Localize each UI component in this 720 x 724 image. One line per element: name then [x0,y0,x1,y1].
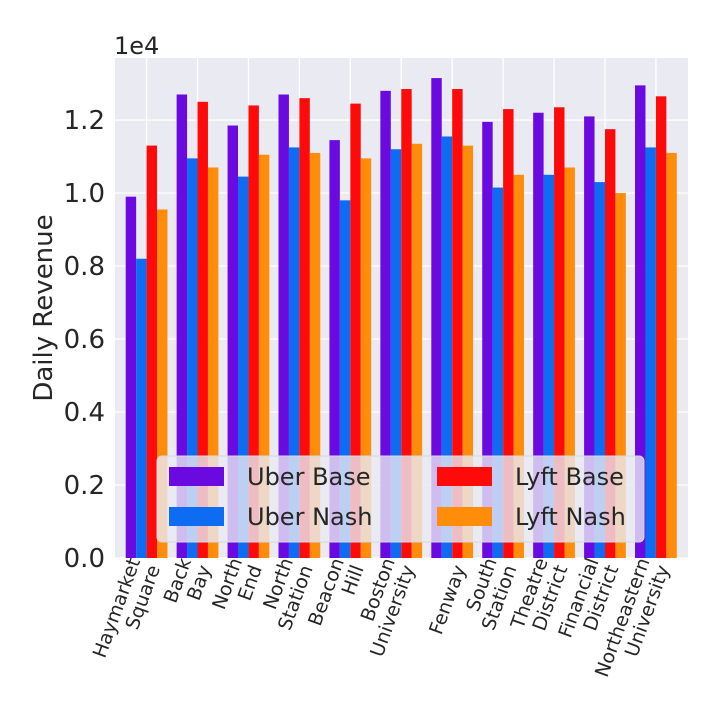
bar [635,85,646,559]
bar [187,158,198,558]
bar [431,78,442,558]
bar [482,121,493,558]
bar [176,94,188,559]
bar [125,196,137,558]
bar [615,193,626,558]
legend-label: Lyft Base [515,463,624,491]
legend: Uber Base Uber Nash Lyft Base Lyft Nash [156,455,645,543]
bar [288,147,300,558]
legend-label: Uber Nash [247,503,372,531]
bar [543,174,555,558]
y-tick-label: 1.2 [64,106,105,136]
bar [339,200,351,559]
legend-swatch [169,467,224,486]
bar [299,98,310,558]
bar [645,147,656,558]
bar [584,116,595,558]
bar [594,182,605,558]
bar [655,96,667,558]
bar [554,107,565,558]
y-tick-label: 0.2 [64,471,105,501]
y-tick-label: 0.8 [64,252,105,282]
legend-label: Uber Base [247,463,371,491]
bar [207,167,219,558]
bar [227,125,239,558]
bar [666,152,677,559]
bar [329,140,340,558]
y-tick-label: 0.4 [64,398,105,428]
legend-box [156,455,645,543]
bar [136,258,147,558]
legend-swatch [437,507,492,526]
bar [146,145,158,558]
bar [462,145,474,558]
bar [380,90,391,559]
bar [564,167,575,558]
bar [513,174,524,558]
y-tick-label: 0.6 [64,325,105,355]
bar [258,154,270,558]
bar [390,149,402,558]
bar [197,101,208,558]
legend-label: Lyft Nash [515,503,626,531]
y-scale-label: 1e4 [114,32,159,60]
bar [278,94,289,559]
y-tick-label: 1.0 [64,179,105,209]
bar [441,136,453,558]
bar [248,105,259,559]
bar [604,129,616,558]
bar [309,152,321,559]
bar [401,89,412,558]
legend-swatch [169,507,224,526]
bars [125,78,677,559]
bar [360,158,372,558]
bar [452,89,463,558]
bar [492,187,504,558]
bar [350,103,361,559]
bar [533,112,544,559]
bar [411,143,423,558]
y-axis-label: Daily Revenue [29,214,59,401]
bar [238,176,249,558]
y-tick-label: 0.0 [64,544,105,574]
bar [503,109,514,559]
legend-swatch [437,467,492,486]
x-axis-ticks: HaymarketSquareBackBayNorthEndNorthStati… [89,555,675,680]
bar [157,209,168,559]
y-axis-ticks: 0.0 0.2 0.4 0.6 0.8 1.0 1.2 [64,106,105,574]
